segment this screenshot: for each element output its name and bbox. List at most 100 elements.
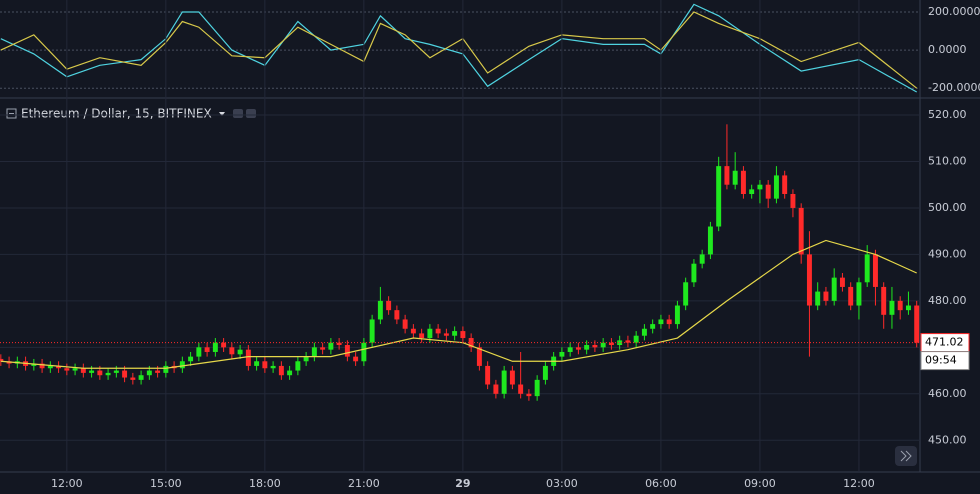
candle-body <box>130 377 136 380</box>
candle-body <box>724 166 730 185</box>
candle-body <box>435 328 441 334</box>
y-tick-label: 450.00 <box>928 433 967 446</box>
candle-body <box>336 342 342 346</box>
candle-body <box>138 375 144 380</box>
y-tick-label: 520.00 <box>928 108 967 121</box>
candle-body <box>386 300 392 311</box>
candle-body <box>254 361 260 366</box>
candle-body <box>344 345 350 357</box>
candle-body <box>650 324 656 329</box>
candle-body <box>864 254 870 283</box>
candle-body <box>831 277 837 301</box>
candle-body <box>509 370 515 385</box>
candle-body <box>320 347 326 350</box>
candle-body <box>559 351 565 357</box>
candle-body <box>476 347 482 366</box>
candle-body <box>89 370 95 373</box>
candle-body <box>716 166 722 227</box>
collapse-button[interactable] <box>6 108 17 119</box>
x-tick-label: 03:00 <box>546 477 578 490</box>
candle-body <box>897 300 903 311</box>
countdown-label: 09:54 <box>925 354 957 367</box>
countdown-box <box>920 351 970 371</box>
candle-body <box>518 384 524 394</box>
y-tick-label: 460.00 <box>928 387 967 400</box>
candle-body <box>287 370 293 376</box>
candle-body <box>369 319 375 343</box>
candle-body <box>353 356 359 362</box>
candle-body <box>485 365 491 385</box>
y-tick-label: 0.0000 <box>928 43 967 56</box>
candle-body <box>196 347 202 357</box>
candle-body <box>600 342 606 348</box>
x-tick-label: 12:00 <box>51 477 83 490</box>
candle-body <box>839 277 845 287</box>
candle-body <box>707 226 713 255</box>
candle-body <box>534 379 540 397</box>
y-tick-label: 480.00 <box>928 294 967 307</box>
candle-body <box>31 363 37 366</box>
candle-body <box>452 331 458 336</box>
candle-body <box>823 291 829 301</box>
x-tick-label: 18:00 <box>249 477 281 490</box>
candle-body <box>328 342 334 350</box>
candle-body <box>757 184 763 190</box>
candle-body <box>295 361 301 371</box>
candle-body <box>773 175 779 199</box>
candle-body <box>699 254 705 264</box>
candle-body <box>617 340 623 346</box>
candle-body <box>732 170 738 185</box>
y-tick-label: -200.0000 <box>928 81 980 94</box>
y-tick-label: 490.00 <box>928 247 967 260</box>
candle-body <box>567 347 573 352</box>
candle-body <box>262 361 268 369</box>
candle-body <box>105 372 111 376</box>
candle-body <box>575 347 581 350</box>
candle-body <box>419 333 425 339</box>
candle-body <box>146 370 152 376</box>
candle-body <box>361 342 367 362</box>
candle-body <box>782 175 788 194</box>
candle-body <box>80 368 86 373</box>
candle-body <box>221 342 227 348</box>
oscillator-line <box>0 3 917 93</box>
candle-body <box>278 365 284 376</box>
candle-body <box>608 342 614 346</box>
candle-body <box>113 370 119 373</box>
candle-body <box>303 356 309 362</box>
candle-body <box>443 333 449 336</box>
candle-body <box>806 254 812 306</box>
candle-body <box>674 305 680 325</box>
candle-body <box>47 365 53 369</box>
y-tick-label: 500.00 <box>928 201 967 214</box>
x-tick-label: 21:00 <box>348 477 380 490</box>
y-tick-label: 200.0000 <box>928 5 980 18</box>
scroll-icon <box>900 450 912 462</box>
candle-body <box>122 370 128 378</box>
candle-body <box>848 286 854 306</box>
candle-body <box>691 263 697 283</box>
dropdown-icon[interactable] <box>219 112 225 116</box>
candle-body <box>64 368 70 371</box>
candle-body <box>394 310 400 320</box>
candle-body <box>798 207 804 255</box>
candle-body <box>39 363 45 369</box>
candle-body <box>526 393 532 397</box>
candle-body <box>905 305 911 311</box>
candle-body <box>245 349 251 366</box>
oscillator-line <box>0 11 918 89</box>
candle-body <box>97 370 103 376</box>
candle-body <box>740 170 746 194</box>
candle-body <box>542 365 548 380</box>
symbol-title[interactable]: Ethereum / Dollar, 15, BITFINEX <box>21 107 212 121</box>
candle-body <box>658 319 664 325</box>
candle-body <box>229 347 235 355</box>
settings-icon[interactable] <box>233 109 243 118</box>
candle-body <box>749 189 755 194</box>
hide-icon[interactable] <box>246 109 256 118</box>
candle-body <box>641 328 647 336</box>
candle-body <box>72 368 78 371</box>
